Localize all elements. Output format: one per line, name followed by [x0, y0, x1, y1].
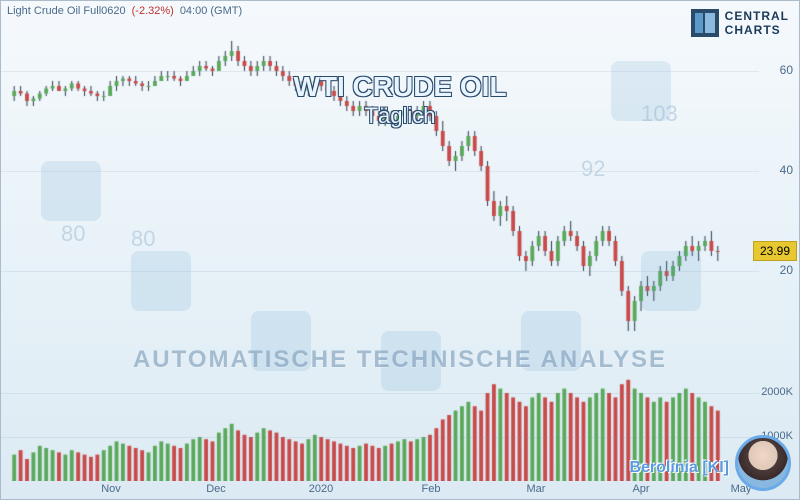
watermark-number: 92: [581, 156, 605, 182]
watermark-icon: [131, 251, 191, 311]
pct-change: (-2.32%): [132, 5, 174, 17]
x-axis-label: Mar: [527, 483, 546, 495]
time-label: 04:00 (GMT): [180, 5, 242, 17]
title-main: WTI CRUDE OIL: [293, 71, 506, 103]
x-axis-label: 2020: [309, 483, 333, 495]
chart-container: Light Crude Oil Full0620 (-2.32%) 04:00 …: [0, 0, 800, 500]
current-price-badge: 23.99: [753, 241, 797, 261]
x-axis-label: Feb: [422, 483, 441, 495]
watermark-number: 80: [61, 221, 85, 247]
volume-gridline: [1, 393, 759, 394]
title-sub: Täglich: [293, 103, 506, 129]
x-axis-label: Nov: [101, 483, 121, 495]
title-block: WTI CRUDE OIL Täglich: [293, 71, 506, 129]
x-axis-label: Apr: [632, 483, 649, 495]
price-gridline: [1, 171, 759, 172]
chart-header: Light Crude Oil Full0620 (-2.32%) 04:00 …: [1, 1, 799, 21]
instrument-name: Light Crude Oil Full0620: [7, 5, 126, 17]
price-ytick: 20: [780, 263, 793, 277]
x-axis-label: Dec: [206, 483, 226, 495]
watermark-icon: [41, 161, 101, 221]
watermark-icon: [641, 251, 701, 311]
author-signature: Berolinia [KI]: [629, 459, 729, 477]
volume-ytick: 2000K: [761, 386, 793, 398]
volume-gridline: [1, 437, 759, 438]
watermark-number: 80: [131, 226, 155, 252]
price-ytick: 60: [780, 63, 793, 77]
watermark-number: 103: [641, 101, 678, 127]
author-avatar[interactable]: [735, 435, 791, 491]
price-ytick: 40: [780, 163, 793, 177]
watermark-text: AUTOMATISCHE TECHNISCHE ANALYSE: [133, 346, 667, 374]
